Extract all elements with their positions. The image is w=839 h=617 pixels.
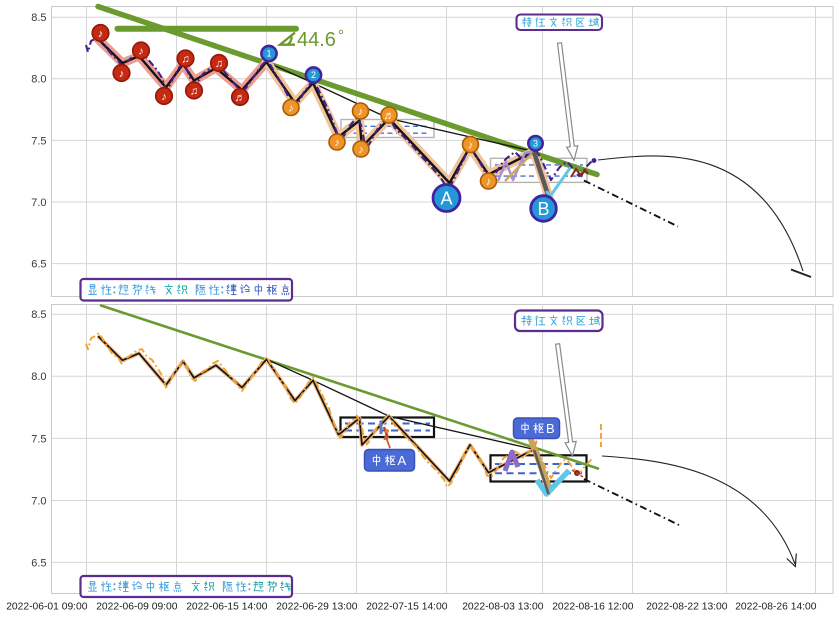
svg-text:♪: ♪ <box>161 91 167 103</box>
svg-text:♪: ♪ <box>334 137 340 149</box>
svg-text:B: B <box>546 421 555 436</box>
svg-text:♪: ♪ <box>486 176 492 188</box>
svg-text:3: 3 <box>533 139 538 149</box>
svg-text:♪: ♪ <box>288 102 294 114</box>
svg-text:♪: ♪ <box>468 139 474 151</box>
svg-text:6.5: 6.5 <box>31 259 46 271</box>
svg-text:2022-06-09 09:00: 2022-06-09 09:00 <box>96 601 178 612</box>
svg-text:2022-08-16 12:00: 2022-08-16 12:00 <box>552 601 634 612</box>
svg-text:44.6: 44.6 <box>297 29 336 51</box>
svg-text:A: A <box>398 453 407 468</box>
svg-text:7.0: 7.0 <box>31 495 46 507</box>
svg-text:8.5: 8.5 <box>31 12 46 24</box>
svg-text:♪: ♪ <box>358 144 364 156</box>
svg-text:♪: ♪ <box>358 106 364 118</box>
svg-text:2022-08-03 13:00: 2022-08-03 13:00 <box>462 601 544 612</box>
svg-text:1: 1 <box>266 49 271 59</box>
svg-text:8.0: 8.0 <box>31 371 46 383</box>
svg-text:♫: ♫ <box>215 58 223 70</box>
svg-text:A: A <box>440 188 452 208</box>
svg-text:♪: ♪ <box>98 28 104 40</box>
svg-text:6.5: 6.5 <box>31 557 46 569</box>
svg-text:♬: ♬ <box>384 110 395 122</box>
svg-text:♫: ♫ <box>190 85 198 97</box>
svg-text:2022-06-29 13:00: 2022-06-29 13:00 <box>276 601 358 612</box>
svg-text:2022-08-26 14:00: 2022-08-26 14:00 <box>735 601 817 612</box>
svg-text:♪: ♪ <box>119 68 125 80</box>
svg-text:♬: ♬ <box>235 92 246 104</box>
svg-text:8.5: 8.5 <box>31 309 46 321</box>
svg-text:2022-07-15 14:00: 2022-07-15 14:00 <box>366 601 448 612</box>
svg-text:7.5: 7.5 <box>31 433 46 445</box>
svg-text:2022-08-22 13:00: 2022-08-22 13:00 <box>646 601 728 612</box>
svg-text:2022-06-15 14:00: 2022-06-15 14:00 <box>186 601 268 612</box>
svg-text:7.5: 7.5 <box>31 135 46 147</box>
svg-text:B: B <box>537 199 549 219</box>
svg-text:2022-06-01 09:00: 2022-06-01 09:00 <box>6 601 88 612</box>
svg-text:♫: ♫ <box>181 53 189 65</box>
svg-text:7.0: 7.0 <box>31 197 46 209</box>
svg-text:2: 2 <box>311 70 316 80</box>
svg-text:8.0: 8.0 <box>31 74 46 86</box>
svg-text:♪: ♪ <box>138 45 144 57</box>
svg-text:°: ° <box>338 27 344 44</box>
